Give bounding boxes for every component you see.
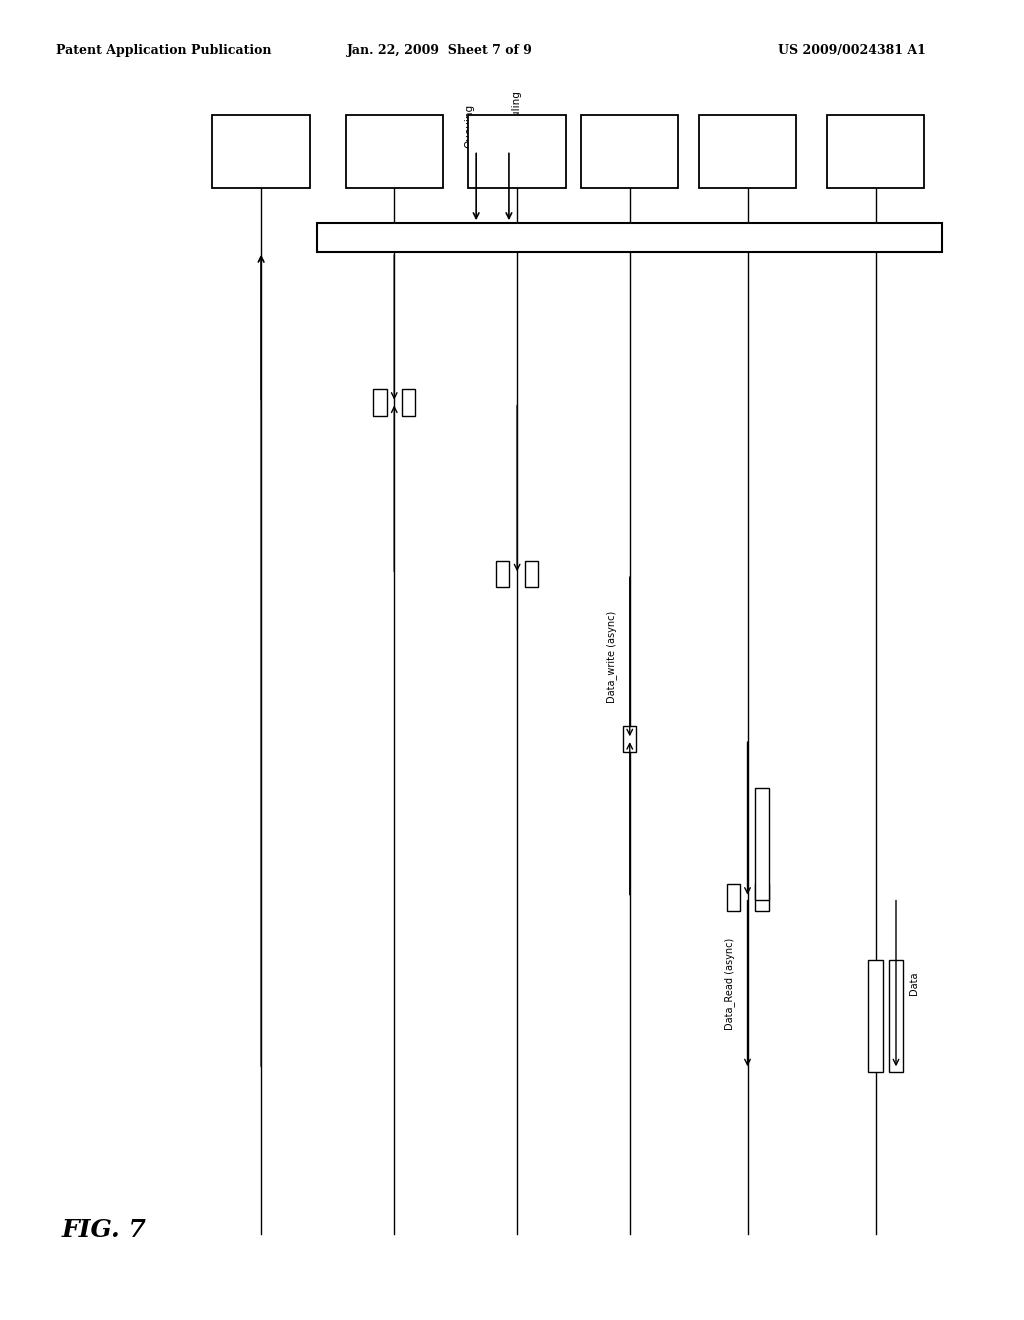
Bar	[698, 115, 797, 187]
Text: Scheduling: Scheduling	[511, 90, 521, 148]
Text: Data_write (async): Data_write (async)	[606, 611, 617, 702]
Bar	[496, 561, 510, 587]
Text: US 2009/0024381 A1: US 2009/0024381 A1	[778, 44, 926, 57]
Bar	[401, 389, 416, 416]
Bar	[756, 884, 768, 911]
Text: Queuing: Queuing	[464, 104, 474, 148]
Bar	[889, 960, 903, 1072]
Text: COMMUNI-
CATION
CHANNEL: COMMUNI- CATION CHANNEL	[598, 135, 662, 169]
Bar	[373, 389, 387, 416]
Text: FIG. 7: FIG. 7	[61, 1218, 146, 1242]
Text: HARDWARE
MODEL HW: HARDWARE MODEL HW	[360, 141, 428, 162]
Bar	[582, 115, 678, 187]
Bar	[346, 115, 442, 187]
Bar	[623, 726, 637, 752]
Bar	[213, 115, 309, 187]
Text: Data: Data	[909, 972, 920, 995]
Bar	[868, 960, 883, 1072]
Text: DATA
TRANSFER
API: DATA TRANSFER API	[486, 135, 548, 169]
Bar	[317, 223, 942, 252]
Text: Patent Application Publication: Patent Application Publication	[56, 44, 271, 57]
Text: Data_Read (async): Data_Read (async)	[724, 937, 735, 1030]
Text: APPLICATION
TASK A: APPLICATION TASK A	[837, 141, 914, 162]
Bar	[525, 561, 539, 587]
Text: DATA
TRANSFER
API: DATA TRANSFER API	[717, 135, 778, 169]
Text: Jan. 22, 2009  Sheet 7 of 9: Jan. 22, 2009 Sheet 7 of 9	[347, 44, 534, 57]
Bar	[827, 115, 924, 187]
Bar	[755, 788, 769, 900]
Bar	[727, 884, 739, 911]
Bar	[469, 115, 565, 187]
Text: SCHEDULER: SCHEDULER	[226, 147, 296, 157]
